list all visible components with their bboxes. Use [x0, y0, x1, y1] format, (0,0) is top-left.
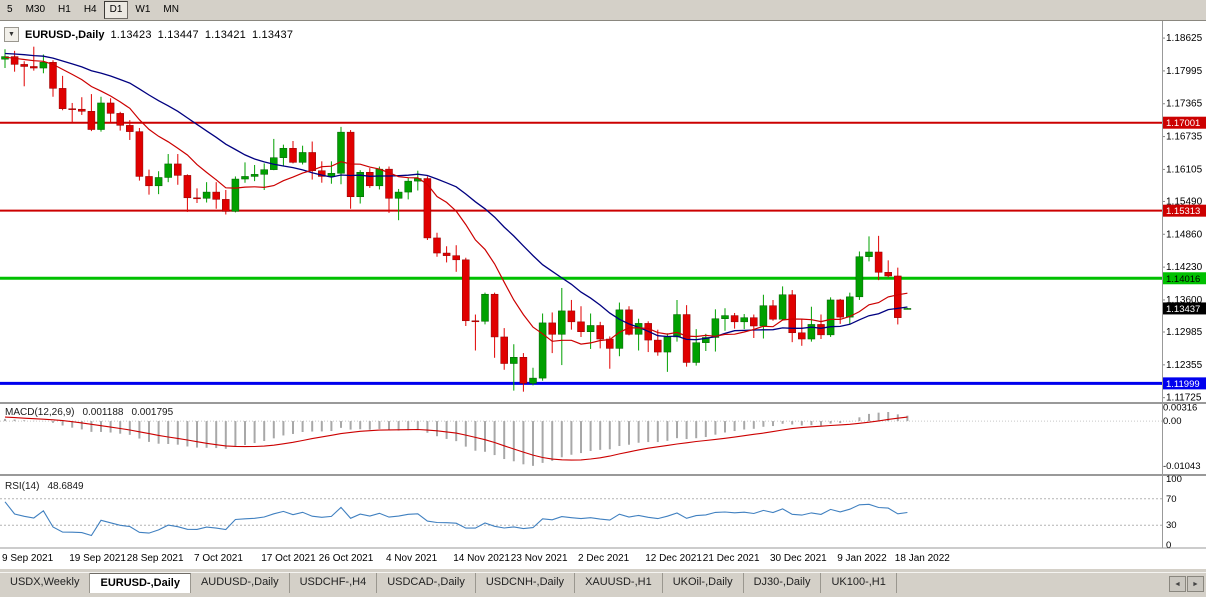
- chart-window: 1.18625 1.17995 1.17365 1.16735 1.16105 1.154…: [0, 21, 1206, 569]
- svg-text:17 Oct 2021: 17 Oct 2021: [261, 553, 316, 564]
- timeframe-toolbar: 5 M30 H1 H4 D1 W1 MN: [0, 0, 1206, 21]
- timeframe-button-mn[interactable]: MN: [157, 1, 185, 19]
- chart-tab-ukoil[interactable]: UKOil-,Daily: [663, 573, 744, 593]
- svg-text:1.18625: 1.18625: [1166, 33, 1203, 44]
- chart-tab-usdcnh[interactable]: USDCNH-,Daily: [476, 573, 576, 593]
- tab-scroll-right-button[interactable]: ►: [1187, 576, 1204, 592]
- svg-text:1.15490: 1.15490: [1166, 196, 1203, 207]
- price-badges: 1.17001 1.15313 1.14016 1.11999 1.13437: [1163, 116, 1206, 390]
- svg-text:30 Dec 2021: 30 Dec 2021: [770, 553, 827, 564]
- x-axis-labels: 9 Sep 2021 19 Sep 2021 28 Sep 2021 7 Oct 20…: [2, 553, 950, 564]
- svg-text:-0.01043: -0.01043: [1163, 461, 1201, 472]
- chart-tab-usdx[interactable]: USDX,Weekly: [0, 573, 91, 593]
- rsi-panel: 100 70 30 0: [0, 474, 1182, 551]
- svg-text:1.14016: 1.14016: [1166, 274, 1200, 285]
- svg-text:1.15313: 1.15313: [1166, 206, 1200, 217]
- svg-text:1.11999: 1.11999: [1166, 379, 1200, 390]
- svg-text:19 Sep 2021: 19 Sep 2021: [69, 553, 126, 564]
- svg-text:28 Sep 2021: 28 Sep 2021: [127, 553, 184, 564]
- svg-text:1.17365: 1.17365: [1166, 99, 1203, 110]
- svg-text:14 Nov 2021: 14 Nov 2021: [453, 553, 510, 564]
- tab-scroll-left-button[interactable]: ◄: [1169, 576, 1186, 592]
- svg-text:0: 0: [1166, 540, 1171, 551]
- candlesticks: [1, 46, 912, 392]
- svg-text:9 Jan 2022: 9 Jan 2022: [837, 553, 887, 564]
- svg-text:1.12355: 1.12355: [1166, 360, 1203, 371]
- chart-tabs-bar: USDX,Weekly EURUSD-,Daily AUDUSD-,Daily USD…: [0, 572, 1206, 593]
- svg-text:0.00316: 0.00316: [1163, 402, 1197, 413]
- ma-fast-line: [4, 56, 908, 345]
- svg-text:100: 100: [1166, 474, 1182, 485]
- chart-tab-dj30[interactable]: DJ30-,Daily: [744, 573, 822, 593]
- svg-text:23 Nov 2021: 23 Nov 2021: [511, 553, 568, 564]
- timeframe-button-h1[interactable]: H1: [52, 1, 77, 19]
- svg-text:4 Nov 2021: 4 Nov 2021: [386, 553, 438, 564]
- svg-text:1.14230: 1.14230: [1166, 262, 1203, 273]
- tab-scroll-controls: ◄ ►: [1169, 576, 1204, 592]
- y-axis-labels: 1.18625 1.17995 1.17365 1.16735 1.16105 1.154…: [1162, 33, 1203, 404]
- svg-text:21 Dec 2021: 21 Dec 2021: [703, 553, 760, 564]
- timeframe-button-h4[interactable]: H4: [77, 1, 103, 19]
- svg-text:9 Sep 2021: 9 Sep 2021: [2, 553, 54, 564]
- triangle-down-icon: ▼: [8, 31, 15, 38]
- price-chart-canvas[interactable]: 1.18625 1.17995 1.17365 1.16735 1.16105 1.154…: [0, 21, 1206, 569]
- macd-signal-line: [4, 416, 908, 461]
- chart-tab-xauusd[interactable]: XAUUSD-,H1: [575, 573, 663, 593]
- macd-panel: 0.00316 0.00 -0.01043: [0, 402, 1201, 472]
- chart-tab-usdcad[interactable]: USDCAD-,Daily: [377, 573, 476, 593]
- svg-text:0.00: 0.00: [1163, 416, 1182, 427]
- chart-tab-usdchf[interactable]: USDCHF-,H4: [290, 573, 378, 593]
- svg-text:7 Oct 2021: 7 Oct 2021: [194, 553, 243, 564]
- svg-text:1.12985: 1.12985: [1166, 327, 1203, 338]
- svg-text:2 Dec 2021: 2 Dec 2021: [578, 553, 630, 564]
- svg-text:70: 70: [1166, 494, 1177, 505]
- svg-text:1.13437: 1.13437: [1166, 304, 1200, 315]
- chart-collapse-button[interactable]: ▼: [4, 27, 19, 42]
- svg-text:26 Oct 2021: 26 Oct 2021: [319, 553, 374, 564]
- svg-text:30: 30: [1166, 520, 1177, 531]
- chart-tab-audusd[interactable]: AUDUSD-,Daily: [191, 573, 290, 593]
- timeframe-button-m30[interactable]: M30: [19, 1, 52, 19]
- timeframe-button-w1[interactable]: W1: [129, 1, 157, 19]
- chart-tab-uk100[interactable]: UK100-,H1: [821, 573, 897, 593]
- svg-text:12 Dec 2021: 12 Dec 2021: [645, 553, 702, 564]
- svg-text:18 Jan 2022: 18 Jan 2022: [895, 553, 950, 564]
- svg-text:1.16735: 1.16735: [1166, 132, 1203, 143]
- ma-slow-line: [4, 52, 908, 341]
- svg-text:1.17995: 1.17995: [1166, 66, 1203, 77]
- panel-separators: [0, 21, 1206, 549]
- rsi-line: [4, 501, 908, 537]
- svg-text:1.11725: 1.11725: [1166, 393, 1202, 404]
- chart-tab-eurusd[interactable]: EURUSD-,Daily: [90, 573, 191, 593]
- svg-text:1.14860: 1.14860: [1166, 229, 1203, 240]
- timeframe-button-d1[interactable]: D1: [103, 1, 129, 19]
- svg-text:1.17001: 1.17001: [1166, 118, 1200, 129]
- timeframe-button-5[interactable]: 5: [1, 1, 19, 19]
- svg-text:1.16105: 1.16105: [1166, 164, 1203, 175]
- svg-text:1.13600: 1.13600: [1166, 295, 1203, 306]
